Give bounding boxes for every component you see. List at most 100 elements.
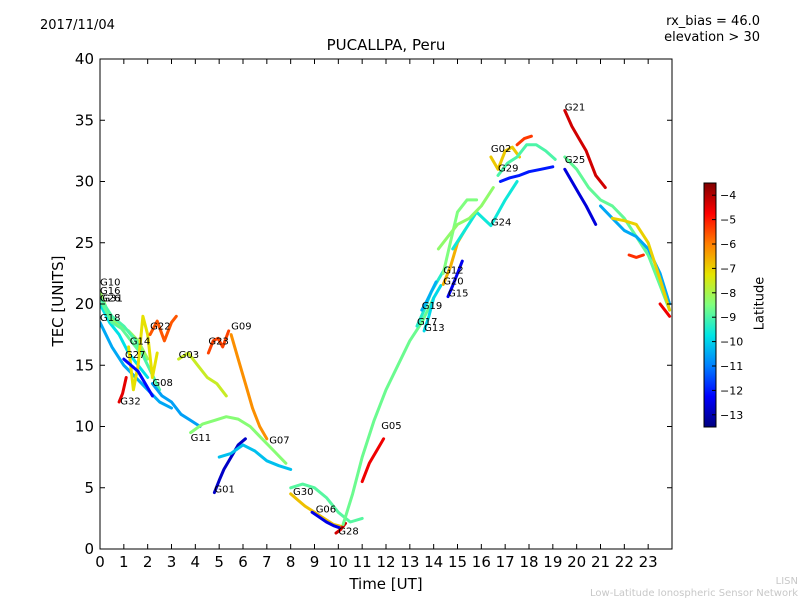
satellite-label: G31 <box>102 294 122 305</box>
series-line <box>658 302 672 318</box>
series-layer <box>100 109 672 535</box>
satellite-label: G07 <box>269 436 289 447</box>
satellite-label: G08 <box>152 378 172 389</box>
colorbar-tick-label: −7 <box>720 262 736 275</box>
series-line <box>212 437 247 495</box>
date-label: 2017/11/04 <box>40 18 115 33</box>
x-tick-label: 12 <box>376 553 395 571</box>
plot-area <box>100 59 672 549</box>
series-line <box>496 143 557 177</box>
series-line <box>563 109 607 190</box>
series-line <box>515 134 533 147</box>
colorbar-tick-label: −6 <box>720 238 736 251</box>
colorbar-tick-label: −5 <box>720 214 736 227</box>
series-line <box>150 382 202 428</box>
satellite-label: G05 <box>381 421 401 432</box>
series-line <box>117 376 128 404</box>
x-tick-label: 20 <box>567 553 586 571</box>
x-tick-label: 17 <box>496 553 515 571</box>
colorbar-tick-label: −9 <box>720 311 736 324</box>
satellite-label: G24 <box>491 218 511 229</box>
series-line <box>446 259 464 299</box>
x-tick-label: 18 <box>519 553 538 571</box>
satellite-label: G06 <box>316 504 336 515</box>
series-line <box>436 186 495 251</box>
series-line <box>422 284 443 333</box>
x-tick-label: 22 <box>615 553 634 571</box>
satellite-label: G23 <box>208 336 228 347</box>
x-tick-label: 10 <box>329 553 348 571</box>
satellite-label: G20 <box>443 276 463 287</box>
x-tick-label: 21 <box>591 553 610 571</box>
satellite-label: G22 <box>150 322 170 333</box>
satellite-label: G16 <box>100 286 120 297</box>
satellite-label: G01 <box>214 485 234 496</box>
x-tick-label: 19 <box>543 553 562 571</box>
x-tick-label: 5 <box>214 553 224 571</box>
y-tick-label: 10 <box>75 418 94 436</box>
satellite-label: G03 <box>179 350 199 361</box>
elevation-label: elevation > 30 <box>664 30 760 45</box>
series-line <box>563 167 598 226</box>
colorbar-tick-label: −13 <box>720 409 743 422</box>
satellite-label: G29 <box>498 164 518 175</box>
series-line <box>420 280 438 312</box>
series-line <box>441 198 479 275</box>
x-tick-label: 9 <box>310 553 320 571</box>
x-tick-label: 15 <box>448 553 467 571</box>
y-tick-label: 35 <box>75 111 94 129</box>
series-line <box>177 351 228 398</box>
colorbar-tick-label: −10 <box>720 336 743 349</box>
satellite-label: G15 <box>448 289 468 300</box>
x-tick-label: 23 <box>639 553 658 571</box>
satellite-label: G30 <box>293 487 313 498</box>
x-tick-label: 11 <box>353 553 372 571</box>
x-tick-label: 2 <box>143 553 153 571</box>
satellite-label: G17 <box>417 317 437 328</box>
series-line <box>563 155 672 312</box>
series-line <box>148 314 178 343</box>
series-line <box>229 333 269 441</box>
satellite-label: G19 <box>422 301 442 312</box>
x-tick-label: 13 <box>400 553 419 571</box>
x-tick-label: 7 <box>262 553 272 571</box>
series-line <box>127 314 159 392</box>
satellite-label: G09 <box>231 322 251 333</box>
series-line <box>289 482 364 524</box>
series-line <box>206 329 231 355</box>
satellite-label: G14 <box>130 336 150 347</box>
satellite-label: G10 <box>100 278 120 289</box>
bias-label: rx_bias = 46.0 <box>666 14 760 29</box>
x-tick-label: 14 <box>424 553 443 571</box>
footer-lisn: LISN <box>775 576 798 587</box>
satellite-label: G02 <box>491 144 511 155</box>
colorbar-tick-label: −11 <box>720 360 743 373</box>
colorbar-label: Latitude <box>752 276 768 331</box>
colorbar-tick-label: −12 <box>720 384 743 397</box>
satellite-label: G21 <box>565 103 585 114</box>
colorbar-ticks: −4 −5 −6 −7 −8 −9 −10 −11 −12 −13 <box>712 189 743 422</box>
y-tick-label: 40 <box>75 50 94 68</box>
series-line <box>498 165 555 183</box>
x-tick-label: 1 <box>119 553 129 571</box>
y-tick-label: 30 <box>75 173 94 191</box>
satellite-label: G13 <box>424 323 444 334</box>
series-line <box>217 443 293 471</box>
satellite-label: G28 <box>338 526 358 537</box>
satellite-label: G11 <box>191 433 211 444</box>
x-axis: 0 1 2 3 4 5 6 7 8 9 10 11 12 13 14 15 16 17 18 19 20 21 22 23 <box>95 59 658 571</box>
series-line <box>100 302 142 355</box>
series-line <box>451 180 519 251</box>
series-line <box>310 510 343 530</box>
x-tick-label: 8 <box>286 553 296 571</box>
colorbar-tick-label: −4 <box>720 189 736 202</box>
series-line <box>360 437 386 484</box>
satellite-label: G12 <box>443 265 463 276</box>
x-tick-label: 16 <box>472 553 491 571</box>
series-line <box>189 415 288 465</box>
y-tick-label: 20 <box>75 295 94 313</box>
series-line <box>122 357 154 398</box>
x-axis-label: Time [UT] <box>349 575 423 593</box>
